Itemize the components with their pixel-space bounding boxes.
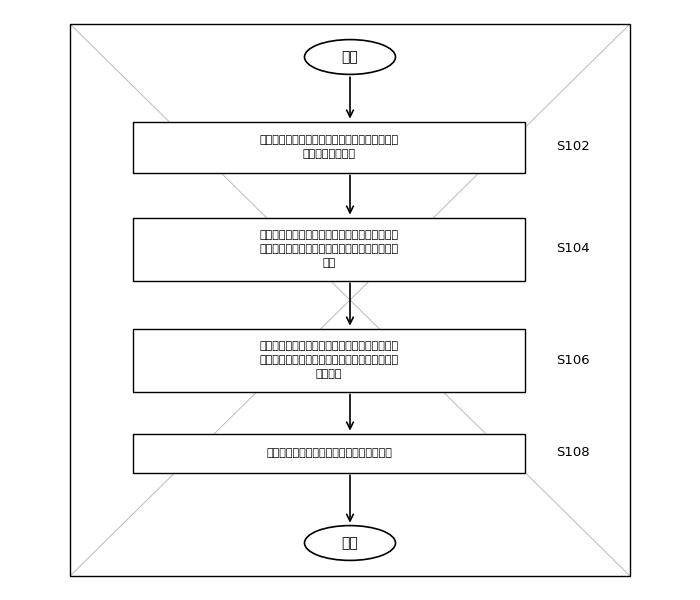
Bar (133, 217, 525, 280)
Text: S106: S106 (556, 353, 590, 367)
Text: 确定需要发送推送的号码段，其中，号码段包括
确定位和不确定位: 确定需要发送推送的号码段，其中，号码段包括 确定位和不确定位 (260, 135, 398, 159)
Text: 结束: 结束 (342, 536, 358, 550)
Text: 根据确定的号码集合，将推送发送至各终端: 根据确定的号码集合，将推送发送至各终端 (266, 448, 392, 458)
Bar (133, 329, 525, 391)
Ellipse shape (304, 40, 395, 74)
Text: 处理推送请求，根据号码段中加入的通配符，以
及通配符的数值范围确定号码段所包含的号码的
号码集合: 处理推送请求，根据号码段中加入的通配符，以 及通配符的数值范围确定号码段所包含的… (260, 341, 398, 379)
Text: 在不确定位处加入通配符，设置通配符的数值范
围，并发送携带有加入了通配符的号码段的推送
请求: 在不确定位处加入通配符，设置通配符的数值范 围，并发送携带有加入了通配符的号码段… (260, 230, 398, 268)
Text: S104: S104 (556, 242, 590, 256)
Bar (133, 433, 525, 473)
Text: S102: S102 (556, 140, 590, 154)
Bar (70, 24, 630, 576)
Text: 开始: 开始 (342, 50, 358, 64)
Ellipse shape (304, 526, 395, 560)
Text: S108: S108 (556, 446, 590, 460)
Bar (133, 121, 525, 173)
